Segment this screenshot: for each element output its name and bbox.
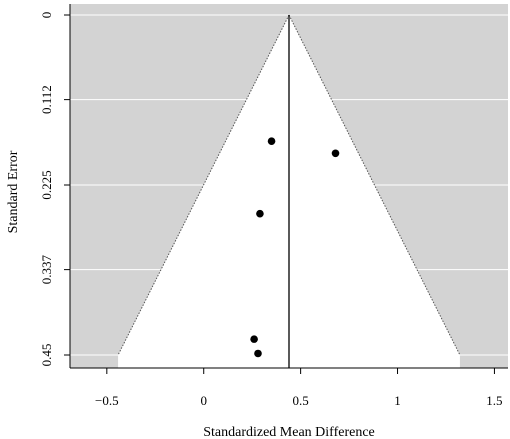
x-tick-label-2: 0.5 — [293, 393, 309, 408]
y-tick-label-2: 0.225 — [39, 170, 54, 199]
x-tick-label-4: 1.5 — [486, 393, 502, 408]
data-point-3 — [250, 335, 258, 343]
funnel-left-boundary — [117, 14, 290, 356]
data-point-1 — [331, 149, 340, 158]
data-point-2 — [256, 209, 264, 218]
y-tick-label-3: 0.337 — [39, 254, 54, 284]
data-point-0 — [267, 137, 276, 145]
x-axis-label: Standardized Mean Difference — [203, 425, 375, 439]
funnel-right-boundary — [288, 14, 461, 356]
data-point-4 — [254, 349, 262, 358]
y-tick-label-1: 0.112 — [39, 85, 54, 114]
x-tick-label-3: 1 — [394, 393, 401, 408]
y-tick-label-0: 0 — [39, 12, 54, 19]
y-axis-label: Standard Error — [6, 150, 21, 233]
y-tick-label-4: 0.45 — [39, 344, 54, 367]
x-tick-label-0: −0.5 — [95, 393, 119, 408]
x-tick-label-1: 0 — [200, 393, 207, 408]
